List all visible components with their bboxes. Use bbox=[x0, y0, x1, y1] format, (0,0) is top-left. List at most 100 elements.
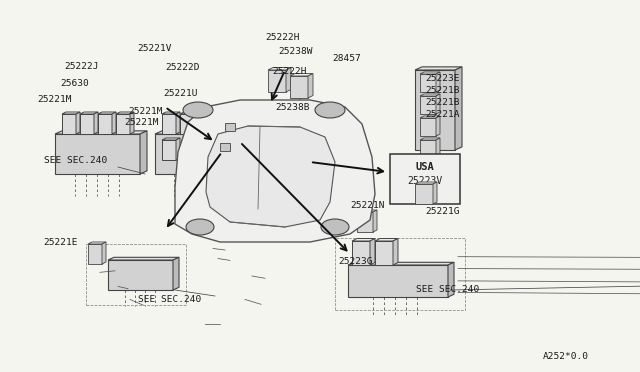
Polygon shape bbox=[162, 114, 176, 134]
Polygon shape bbox=[352, 238, 375, 241]
Polygon shape bbox=[116, 114, 130, 134]
Text: 25221B: 25221B bbox=[426, 86, 460, 94]
Text: 25221M: 25221M bbox=[37, 95, 72, 104]
Polygon shape bbox=[176, 138, 180, 160]
Polygon shape bbox=[436, 72, 440, 92]
Polygon shape bbox=[215, 131, 222, 174]
Polygon shape bbox=[420, 94, 440, 96]
Polygon shape bbox=[393, 238, 398, 265]
Polygon shape bbox=[448, 262, 454, 297]
Polygon shape bbox=[268, 67, 291, 70]
Polygon shape bbox=[415, 67, 462, 70]
Polygon shape bbox=[370, 238, 375, 265]
Polygon shape bbox=[180, 112, 198, 114]
Text: 25630: 25630 bbox=[60, 79, 89, 88]
Polygon shape bbox=[436, 94, 440, 114]
Polygon shape bbox=[112, 112, 116, 134]
Polygon shape bbox=[173, 257, 179, 290]
Polygon shape bbox=[436, 116, 440, 136]
Polygon shape bbox=[308, 74, 313, 98]
Polygon shape bbox=[415, 70, 455, 150]
Polygon shape bbox=[98, 112, 116, 114]
Polygon shape bbox=[348, 265, 448, 297]
Polygon shape bbox=[55, 134, 140, 174]
Ellipse shape bbox=[183, 102, 213, 118]
Text: SEE SEC.240: SEE SEC.240 bbox=[44, 156, 107, 165]
Polygon shape bbox=[375, 238, 398, 241]
Polygon shape bbox=[62, 114, 76, 134]
Text: 25223G: 25223G bbox=[338, 257, 372, 266]
Polygon shape bbox=[270, 125, 297, 127]
Polygon shape bbox=[352, 241, 370, 265]
Polygon shape bbox=[162, 112, 180, 114]
Text: 25221M: 25221M bbox=[128, 107, 163, 116]
Polygon shape bbox=[108, 257, 179, 260]
Polygon shape bbox=[357, 212, 373, 232]
Polygon shape bbox=[292, 125, 297, 152]
Polygon shape bbox=[80, 112, 98, 114]
Ellipse shape bbox=[186, 219, 214, 235]
Polygon shape bbox=[116, 112, 134, 114]
Polygon shape bbox=[290, 74, 313, 76]
Text: 25238W: 25238W bbox=[278, 47, 313, 56]
Polygon shape bbox=[55, 131, 147, 134]
Text: 25222J: 25222J bbox=[64, 62, 99, 71]
Polygon shape bbox=[155, 131, 222, 134]
Text: USA: USA bbox=[415, 162, 435, 172]
Polygon shape bbox=[420, 72, 440, 74]
Polygon shape bbox=[175, 100, 375, 242]
Polygon shape bbox=[286, 67, 291, 92]
Text: 25221U: 25221U bbox=[163, 89, 198, 98]
Polygon shape bbox=[194, 112, 198, 134]
Polygon shape bbox=[270, 127, 292, 152]
Polygon shape bbox=[436, 138, 440, 158]
Text: 25221N: 25221N bbox=[351, 201, 385, 210]
Ellipse shape bbox=[321, 219, 349, 235]
Text: 25222D: 25222D bbox=[165, 63, 200, 72]
Text: 25221G: 25221G bbox=[426, 207, 460, 216]
Polygon shape bbox=[420, 116, 440, 118]
Polygon shape bbox=[375, 241, 393, 265]
Polygon shape bbox=[433, 182, 437, 204]
Text: 25221B: 25221B bbox=[426, 98, 460, 107]
Polygon shape bbox=[130, 112, 134, 134]
Text: 25221E: 25221E bbox=[44, 238, 78, 247]
Polygon shape bbox=[420, 140, 436, 158]
Bar bbox=[335, 238, 465, 310]
Polygon shape bbox=[94, 112, 98, 134]
Polygon shape bbox=[415, 184, 433, 204]
Polygon shape bbox=[420, 138, 440, 140]
Text: SEE SEC.240: SEE SEC.240 bbox=[138, 295, 201, 304]
Polygon shape bbox=[98, 114, 112, 134]
Polygon shape bbox=[88, 242, 106, 244]
Polygon shape bbox=[373, 210, 377, 232]
Text: 25223E: 25223E bbox=[426, 74, 460, 83]
Text: 28457: 28457 bbox=[333, 54, 362, 63]
Text: 25221A: 25221A bbox=[426, 110, 460, 119]
Text: 25222H: 25222H bbox=[266, 33, 300, 42]
Text: 25221M: 25221M bbox=[125, 118, 159, 126]
Polygon shape bbox=[155, 134, 215, 174]
Polygon shape bbox=[268, 70, 286, 92]
Bar bbox=[225, 123, 235, 131]
Polygon shape bbox=[140, 131, 147, 174]
Polygon shape bbox=[206, 126, 335, 227]
Polygon shape bbox=[162, 138, 180, 140]
Text: 25238B: 25238B bbox=[275, 103, 310, 112]
Polygon shape bbox=[455, 67, 462, 150]
Text: A252*0.0: A252*0.0 bbox=[543, 352, 589, 361]
Polygon shape bbox=[290, 76, 308, 98]
Ellipse shape bbox=[315, 102, 345, 118]
Text: 25223V: 25223V bbox=[408, 176, 443, 186]
Polygon shape bbox=[348, 262, 454, 265]
Polygon shape bbox=[62, 112, 80, 114]
Text: 25221V: 25221V bbox=[138, 44, 172, 53]
Bar bbox=[86, 244, 186, 305]
Polygon shape bbox=[415, 182, 437, 184]
Polygon shape bbox=[420, 74, 436, 92]
Polygon shape bbox=[108, 260, 173, 290]
Polygon shape bbox=[180, 114, 194, 134]
Polygon shape bbox=[176, 112, 180, 134]
Polygon shape bbox=[357, 210, 377, 212]
Polygon shape bbox=[420, 96, 436, 114]
